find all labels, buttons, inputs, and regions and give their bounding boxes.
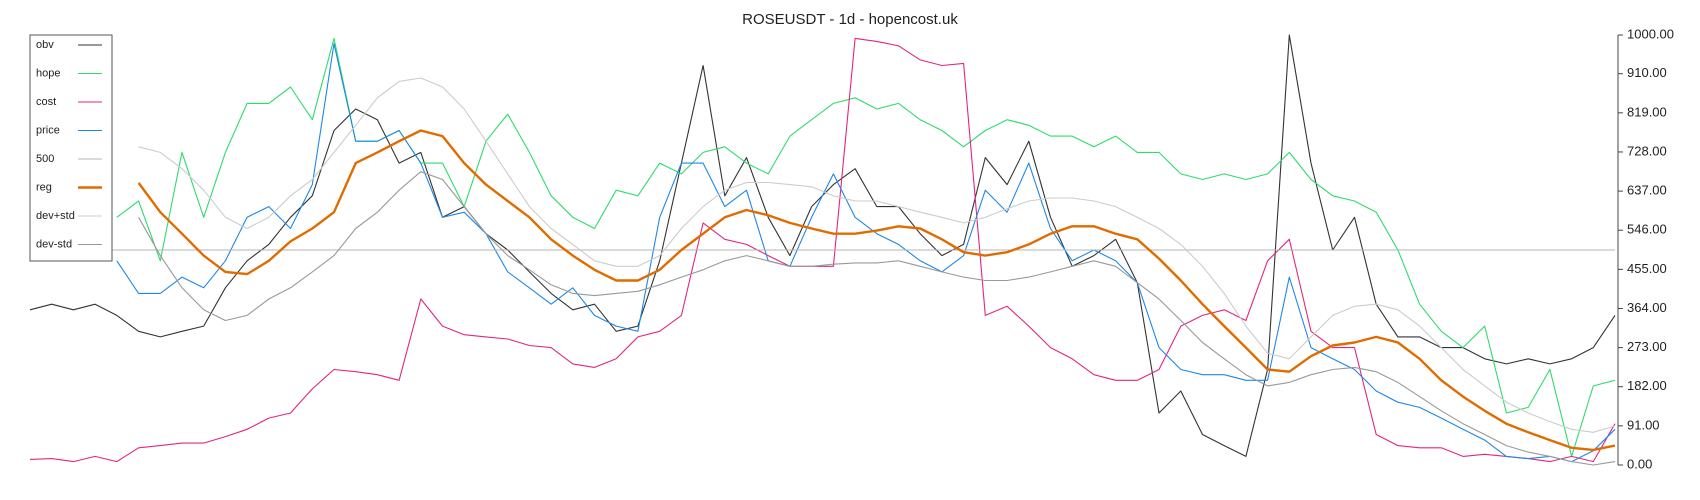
y-tick-label: 819.00: [1627, 104, 1667, 119]
y-tick-label: 364.00: [1627, 300, 1667, 315]
y-tick-label: 728.00: [1627, 143, 1667, 158]
y-tick-label: 0.00: [1627, 456, 1652, 471]
y-tick-label: 637.00: [1627, 183, 1667, 198]
y-tick-label: 91.00: [1627, 417, 1660, 432]
y-tick-label: 273.00: [1627, 339, 1667, 354]
series-line: [138, 77, 1616, 433]
legend-label: dev+std: [36, 210, 75, 222]
legend-box: [29, 34, 113, 262]
legend-label: obv: [36, 39, 54, 51]
y-tick-label: 1000.00: [1627, 26, 1674, 41]
legend-label: hope: [36, 67, 60, 79]
legend-label: 500: [36, 153, 54, 165]
series-line: [29, 34, 1616, 457]
chart-title: ROSEUSDT - 1d - hopencost.uk: [742, 11, 958, 28]
plot-area: 0.00 91.00 182.00 273.00 364.00 455.00 546.00 6…: [29, 26, 1674, 471]
legend: obv hope cost price 500 reg dev+std dev-std: [29, 34, 113, 262]
legend-label: dev-std: [36, 238, 72, 250]
series-line: [138, 171, 1616, 466]
y-tick-label: 182.00: [1627, 378, 1667, 393]
y-tick-label: 546.00: [1627, 222, 1667, 237]
series-line: [137, 129, 1616, 452]
legend-label: price: [36, 124, 60, 136]
legend-label: reg: [36, 181, 52, 193]
y-tick-label: 455.00: [1627, 261, 1667, 276]
series-line: [29, 37, 1616, 463]
legend-label: cost: [36, 96, 56, 108]
series-line: [116, 37, 1616, 457]
series-line: [116, 43, 1616, 463]
y-tick-label: 910.00: [1627, 65, 1667, 80]
